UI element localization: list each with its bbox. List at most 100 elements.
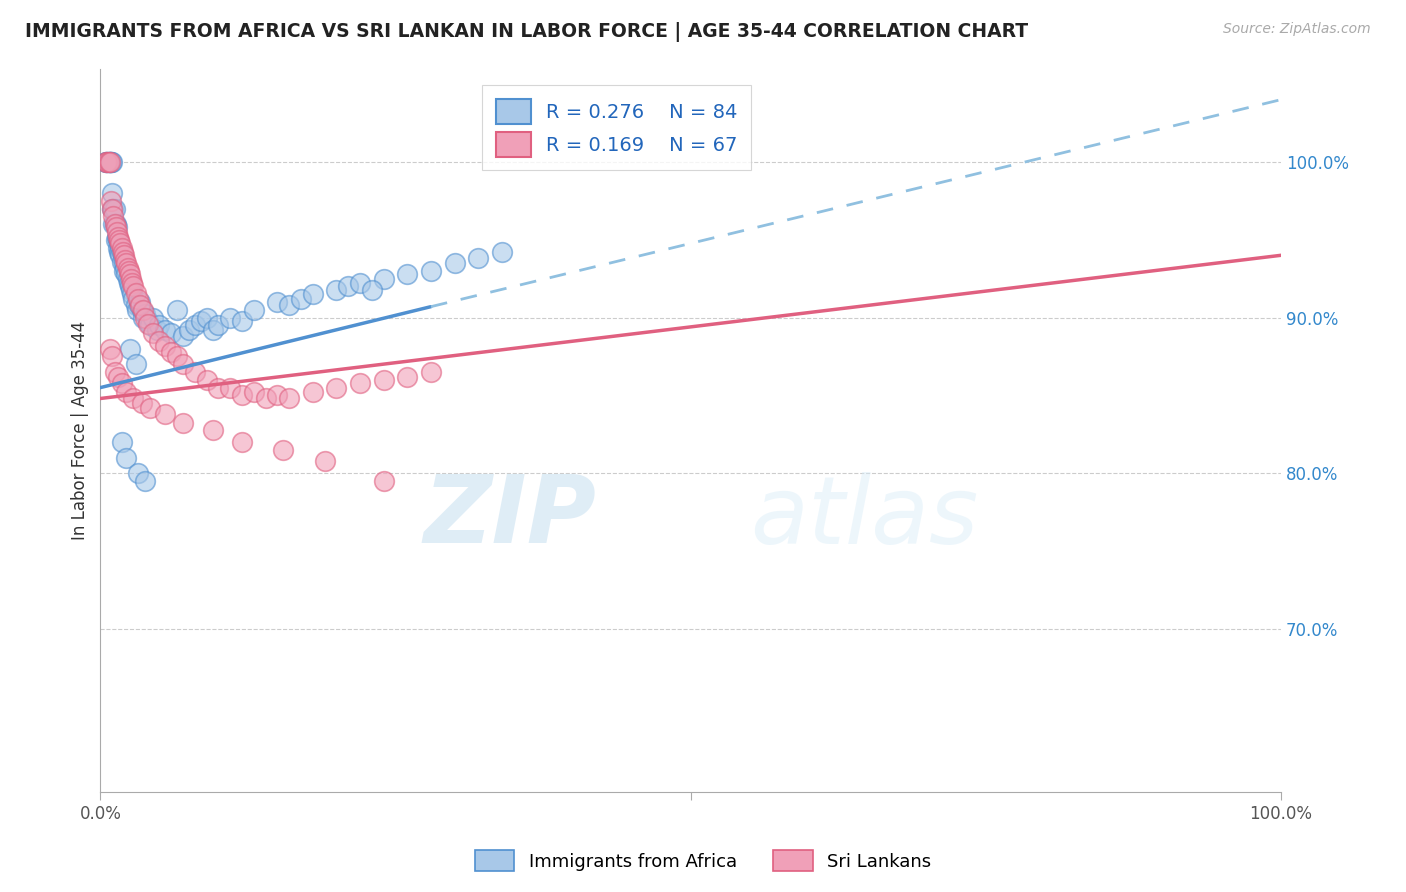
- Point: [337, 279, 360, 293]
- Point: [110, 240, 132, 254]
- Point: [134, 310, 156, 325]
- Point: [302, 287, 325, 301]
- Point: [103, 217, 125, 231]
- Point: [172, 329, 194, 343]
- Point: [177, 323, 200, 337]
- Point: [120, 271, 142, 285]
- Point: [131, 302, 153, 317]
- Point: [361, 283, 384, 297]
- Point: [115, 450, 138, 465]
- Legend: R = 0.276    N = 84, R = 0.169    N = 67: R = 0.276 N = 84, R = 0.169 N = 67: [482, 86, 751, 170]
- Point: [97, 155, 120, 169]
- Point: [325, 283, 347, 297]
- Point: [98, 155, 121, 169]
- Point: [219, 310, 242, 325]
- Point: [111, 245, 134, 260]
- Point: [125, 357, 148, 371]
- Point: [139, 318, 162, 333]
- Point: [103, 217, 125, 231]
- Point: [118, 264, 141, 278]
- Point: [112, 264, 135, 278]
- Point: [115, 267, 138, 281]
- Point: [97, 155, 120, 169]
- Point: [127, 467, 149, 481]
- Point: [112, 256, 135, 270]
- Point: [266, 388, 288, 402]
- Point: [273, 442, 295, 457]
- Point: [132, 302, 155, 317]
- Point: [172, 357, 194, 371]
- Point: [231, 388, 253, 402]
- Point: [419, 264, 441, 278]
- Point: [125, 285, 148, 300]
- Point: [105, 229, 128, 244]
- Point: [201, 423, 224, 437]
- Point: [105, 220, 128, 235]
- Point: [107, 233, 129, 247]
- Point: [278, 298, 301, 312]
- Point: [118, 342, 141, 356]
- Point: [115, 385, 138, 400]
- Point: [190, 313, 212, 327]
- Point: [110, 245, 132, 260]
- Point: [195, 373, 218, 387]
- Point: [110, 240, 132, 254]
- Point: [136, 317, 159, 331]
- Point: [127, 292, 149, 306]
- Point: [120, 283, 142, 297]
- Point: [139, 401, 162, 415]
- Point: [129, 298, 152, 312]
- Point: [325, 381, 347, 395]
- Point: [101, 155, 124, 169]
- Point: [108, 233, 131, 247]
- Point: [302, 385, 325, 400]
- Point: [98, 342, 121, 356]
- Point: [142, 326, 165, 340]
- Point: [373, 271, 395, 285]
- Point: [96, 155, 118, 169]
- Point: [219, 381, 242, 395]
- Point: [107, 229, 129, 244]
- Point: [114, 260, 136, 275]
- Point: [160, 326, 183, 340]
- Point: [101, 350, 124, 364]
- Point: [117, 271, 139, 285]
- Point: [103, 217, 125, 231]
- Point: [136, 313, 159, 327]
- Point: [129, 295, 152, 310]
- Point: [349, 277, 371, 291]
- Point: [110, 254, 132, 268]
- Point: [103, 365, 125, 379]
- Text: IMMIGRANTS FROM AFRICA VS SRI LANKAN IN LABOR FORCE | AGE 35-44 CORRELATION CHAR: IMMIGRANTS FROM AFRICA VS SRI LANKAN IN …: [25, 22, 1028, 42]
- Point: [134, 474, 156, 488]
- Point: [491, 245, 513, 260]
- Point: [184, 365, 207, 379]
- Point: [134, 308, 156, 322]
- Point: [112, 248, 135, 262]
- Point: [98, 155, 121, 169]
- Point: [278, 392, 301, 406]
- Point: [104, 220, 127, 235]
- Point: [467, 252, 489, 266]
- Point: [349, 376, 371, 390]
- Point: [110, 376, 132, 390]
- Point: [172, 417, 194, 431]
- Text: Source: ZipAtlas.com: Source: ZipAtlas.com: [1223, 22, 1371, 37]
- Point: [290, 292, 312, 306]
- Point: [231, 435, 253, 450]
- Point: [166, 302, 188, 317]
- Point: [132, 310, 155, 325]
- Point: [101, 186, 124, 200]
- Point: [195, 310, 218, 325]
- Point: [96, 155, 118, 169]
- Point: [101, 202, 124, 216]
- Point: [373, 474, 395, 488]
- Point: [115, 256, 138, 270]
- Point: [122, 279, 145, 293]
- Point: [108, 235, 131, 250]
- Point: [100, 194, 122, 208]
- Y-axis label: In Labor Force | Age 35-44: In Labor Force | Age 35-44: [72, 321, 89, 540]
- Point: [373, 373, 395, 387]
- Point: [131, 396, 153, 410]
- Point: [148, 318, 170, 333]
